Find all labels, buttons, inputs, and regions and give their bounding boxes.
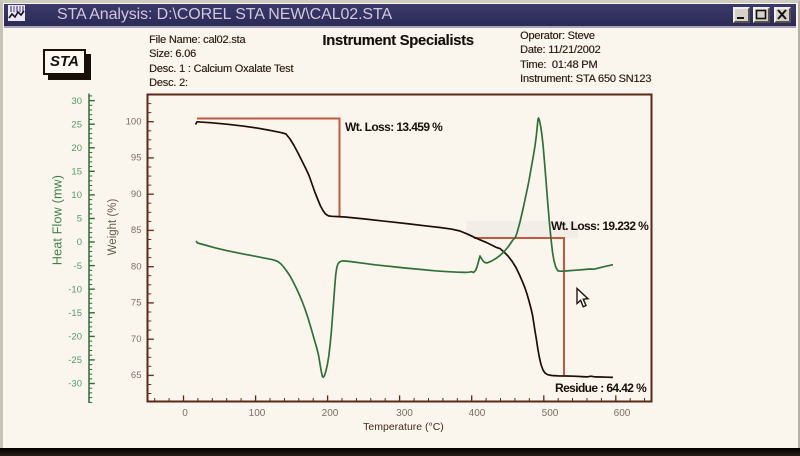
svg-text:80: 80 (131, 261, 142, 272)
svg-text:0: 0 (182, 408, 188, 419)
svg-text:300: 300 (396, 408, 413, 419)
svg-text:0: 0 (77, 237, 82, 248)
svg-text:Weight (%): Weight (%) (107, 199, 119, 256)
svg-text:Temperature (°C): Temperature (°C) (363, 421, 444, 433)
svg-text:20: 20 (71, 143, 82, 154)
svg-text:100: 100 (126, 116, 142, 127)
svg-text:85: 85 (131, 225, 142, 236)
svg-text:90: 90 (131, 189, 142, 200)
svg-text:25: 25 (71, 119, 82, 130)
svg-text:-5: -5 (74, 261, 82, 272)
svg-text:10: 10 (71, 190, 82, 201)
svg-text:15: 15 (71, 167, 82, 178)
svg-text:75: 75 (131, 298, 142, 309)
svg-text:Heat Flow (mw): Heat Flow (mw) (51, 175, 65, 265)
svg-text:70: 70 (131, 334, 142, 345)
svg-text:-15: -15 (68, 308, 82, 319)
svg-text:30: 30 (71, 96, 82, 107)
svg-text:-25: -25 (68, 355, 82, 366)
svg-text:Residue : 64.42 %: Residue : 64.42 % (555, 381, 647, 395)
svg-text:-30: -30 (68, 379, 82, 390)
svg-text:600: 600 (614, 408, 631, 419)
svg-text:400: 400 (469, 408, 486, 419)
svg-text:95: 95 (131, 153, 142, 164)
svg-text:500: 500 (542, 408, 559, 419)
svg-text:Wt. Loss: 19.232 %: Wt. Loss: 19.232 % (551, 219, 649, 233)
svg-text:Wt. Loss: 13.459 %: Wt. Loss: 13.459 % (345, 120, 443, 134)
svg-text:-20: -20 (68, 332, 82, 343)
svg-text:65: 65 (131, 370, 142, 381)
svg-text:200: 200 (322, 408, 339, 419)
svg-text:5: 5 (77, 214, 82, 225)
svg-text:-10: -10 (68, 284, 82, 295)
svg-text:100: 100 (249, 408, 266, 419)
